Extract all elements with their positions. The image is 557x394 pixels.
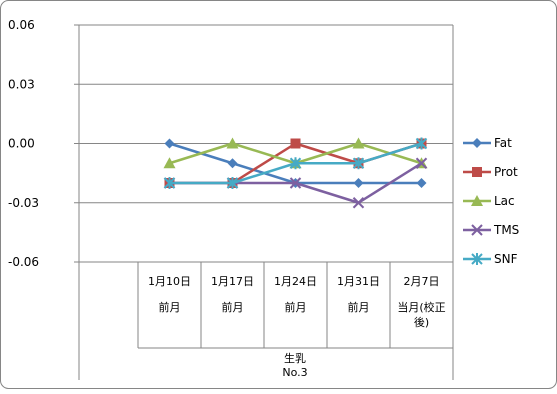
legend-marker xyxy=(472,167,482,177)
x-group-label: 生乳 xyxy=(284,351,306,365)
data-point xyxy=(289,177,302,189)
x-subcategory-label: 前月 xyxy=(222,300,244,314)
x-subcategory-label: 前月 xyxy=(159,300,181,314)
x-category-label: 2月7日 xyxy=(404,275,440,288)
data-point xyxy=(352,137,365,149)
legend-entry-lac: Lac xyxy=(463,194,515,208)
legend-marker xyxy=(471,253,483,265)
data-point xyxy=(164,138,175,149)
marker-stroke xyxy=(471,224,483,236)
legend-entry-snf: SNF xyxy=(463,252,518,266)
marker-stroke xyxy=(352,197,365,209)
x-subcategory-label: 前月 xyxy=(285,300,307,314)
legend-entry-prot: Prot xyxy=(463,165,518,179)
x-subcategory-label: 前月 xyxy=(348,300,370,314)
y-tick-label: 0.00 xyxy=(8,137,35,151)
data-point xyxy=(415,157,428,169)
data-point xyxy=(415,137,428,150)
data-point xyxy=(352,197,365,209)
legend-label: Lac xyxy=(494,194,515,208)
data-point xyxy=(163,177,176,189)
data-point xyxy=(416,178,427,188)
legend-marker xyxy=(471,224,483,236)
x-category-label: 1月17日 xyxy=(211,275,254,288)
axes xyxy=(78,25,454,380)
legend-entry-tms: TMS xyxy=(463,223,519,237)
series-lines xyxy=(163,137,428,209)
y-tick-label: 0.03 xyxy=(8,77,35,91)
marker-stroke xyxy=(415,157,428,169)
x-category-label: 1月10日 xyxy=(148,275,191,288)
data-point xyxy=(289,157,302,170)
legend-entry-fat: Fat xyxy=(463,136,512,150)
data-point xyxy=(353,178,364,188)
data-point xyxy=(226,177,239,189)
series-snf xyxy=(163,137,428,189)
legend-label: TMS xyxy=(493,223,519,237)
legend: Fat Prot Lac TMS SNF xyxy=(463,136,519,266)
x-subcategory-label: 後) xyxy=(414,315,429,329)
data-point xyxy=(163,157,176,169)
x-category-label: 1月24日 xyxy=(274,275,317,288)
data-point xyxy=(290,138,301,149)
legend-label: Fat xyxy=(494,136,512,150)
data-point xyxy=(227,158,238,169)
x-group-label: No.3 xyxy=(282,366,307,379)
data-point xyxy=(352,157,365,170)
legend-marker xyxy=(471,195,483,206)
data-point xyxy=(226,137,239,149)
legend-label: Prot xyxy=(494,165,518,179)
legend-marker xyxy=(472,138,482,148)
y-tick-label: -0.03 xyxy=(8,196,39,210)
y-tick-label: 0.06 xyxy=(8,18,35,32)
x-subcategory-label: 当月(校正 xyxy=(397,300,445,314)
legend-label: SNF xyxy=(494,252,518,266)
x-category-label: 1月31日 xyxy=(337,275,380,288)
y-tick-label: -0.06 xyxy=(8,255,39,269)
marker-stroke xyxy=(289,177,302,189)
